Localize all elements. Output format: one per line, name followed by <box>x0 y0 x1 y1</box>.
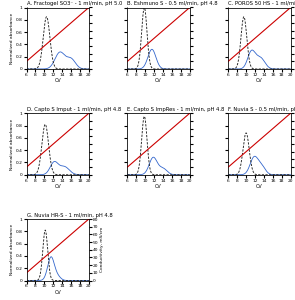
Text: C. POROS 50 HS - 1 ml/min, pH 4.8: C. POROS 50 HS - 1 ml/min, pH 4.8 <box>228 2 295 6</box>
X-axis label: CV: CV <box>54 290 61 295</box>
Text: F. Nuvia S - 0.5 ml/min, pH 4.8: F. Nuvia S - 0.5 ml/min, pH 4.8 <box>228 107 295 112</box>
Text: D. Capto S Imput - 1 ml/min, pH 4.8: D. Capto S Imput - 1 ml/min, pH 4.8 <box>27 107 121 112</box>
X-axis label: CV: CV <box>155 184 162 189</box>
Y-axis label: Normalized absorbance: Normalized absorbance <box>10 118 14 169</box>
Text: E. Capto S ImpRes - 1 ml/min, pH 4.8: E. Capto S ImpRes - 1 ml/min, pH 4.8 <box>127 107 225 112</box>
Y-axis label: Normalized absorbance: Normalized absorbance <box>10 13 14 64</box>
Y-axis label: Conductivity, mS/cm: Conductivity, mS/cm <box>100 227 104 272</box>
X-axis label: CV: CV <box>54 78 61 83</box>
X-axis label: CV: CV <box>256 78 263 83</box>
Text: G. Nuvia HR-S - 1 ml/min, pH 4.8: G. Nuvia HR-S - 1 ml/min, pH 4.8 <box>27 213 112 218</box>
X-axis label: CV: CV <box>256 184 263 189</box>
Text: A. Fractogel SO3⁻ - 1 ml/min, pH 5.0: A. Fractogel SO3⁻ - 1 ml/min, pH 5.0 <box>27 2 122 6</box>
X-axis label: CV: CV <box>155 78 162 83</box>
X-axis label: CV: CV <box>54 184 61 189</box>
Text: B. Eshmuno S - 0.5 ml/min, pH 4.8: B. Eshmuno S - 0.5 ml/min, pH 4.8 <box>127 2 218 6</box>
Y-axis label: Normalized absorbance: Normalized absorbance <box>10 224 14 275</box>
